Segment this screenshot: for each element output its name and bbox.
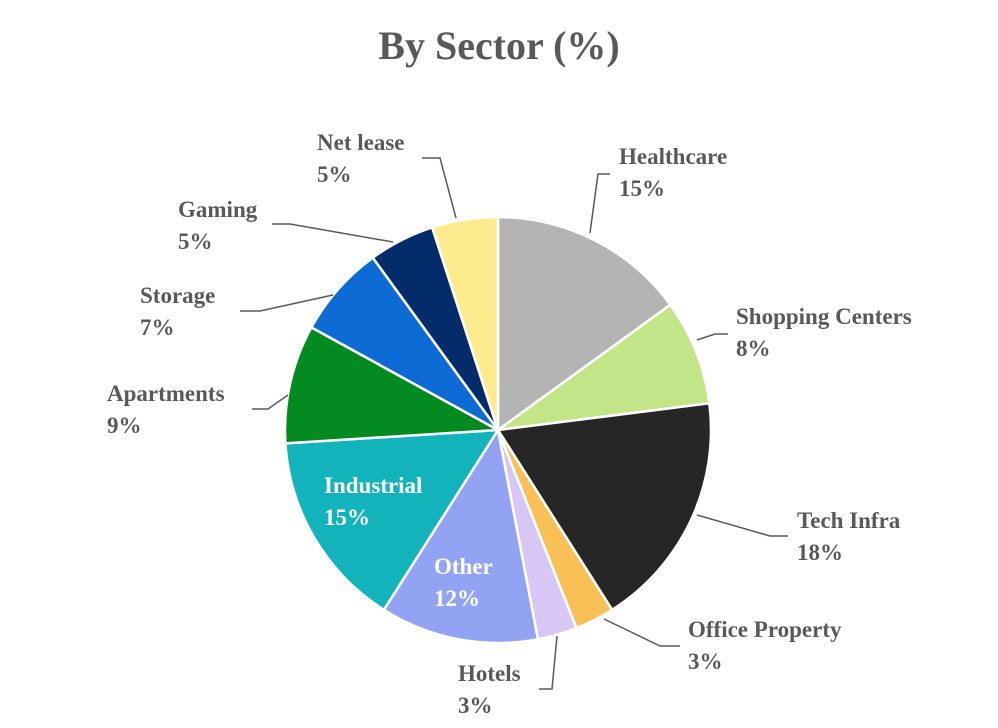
slice-label-office-property: Office Property 3% xyxy=(688,617,842,674)
slice-label-hotels: Hotels 3% xyxy=(458,661,521,718)
slice-value-healthcare: 15% xyxy=(619,176,665,201)
slice-value-tech-infra: 18% xyxy=(797,540,843,565)
slice-name-net-lease: Net lease xyxy=(317,130,405,155)
slice-label-industrial: Industrial 15% xyxy=(324,473,422,530)
slice-name-healthcare: Healthcare xyxy=(619,144,727,169)
pie-slice-shopping-centers xyxy=(497,303,711,432)
leader-line-healthcare xyxy=(589,173,610,234)
leader-line-apartments xyxy=(252,394,289,410)
leader-line-hotels xyxy=(539,635,558,690)
leader-line-storage xyxy=(240,294,334,312)
pie-slice-industrial xyxy=(284,428,501,612)
slice-name-gaming: Gaming xyxy=(178,197,258,222)
slice-name-storage: Storage xyxy=(140,283,215,308)
leader-line-gaming xyxy=(272,223,394,243)
slice-name-apartments: Apartments xyxy=(107,381,225,406)
pie-slice-other xyxy=(382,426,540,645)
slice-value-industrial: 15% xyxy=(324,505,370,530)
pie-slice-apartments xyxy=(283,325,503,445)
slice-label-gaming: Gaming 5% xyxy=(178,197,258,254)
leader-line-office-property xyxy=(603,618,680,647)
slice-name-shopping-centers: Shopping Centers xyxy=(736,304,912,329)
pie-slice-healthcare xyxy=(496,215,673,433)
slice-value-net-lease: 5% xyxy=(317,162,352,187)
chart-title: By Sector (%) xyxy=(378,23,620,68)
pie-slice-tech-infra xyxy=(495,401,713,612)
slice-name-tech-infra: Tech Infra xyxy=(797,508,901,533)
slice-value-office-property: 3% xyxy=(688,649,723,674)
slice-label-shopping-centers: Shopping Centers 8% xyxy=(736,304,912,361)
slice-value-shopping-centers: 8% xyxy=(736,336,771,361)
slice-label-healthcare: Healthcare 15% xyxy=(619,144,727,201)
slice-name-hotels: Hotels xyxy=(458,661,521,686)
slice-label-apartments: Apartments 9% xyxy=(107,381,225,438)
leader-line-net-lease xyxy=(422,157,457,219)
slice-value-apartments: 9% xyxy=(107,413,142,438)
slice-label-tech-infra: Tech Infra 18% xyxy=(797,508,901,565)
slice-label-storage: Storage 7% xyxy=(140,283,215,340)
slice-name-office-property: Office Property xyxy=(688,617,842,642)
slice-value-other: 12% xyxy=(434,586,480,611)
pie-slice-net-lease xyxy=(430,215,500,431)
leader-line-tech-infra xyxy=(696,514,788,537)
slice-label-other: Other 12% xyxy=(434,554,493,611)
slice-value-gaming: 5% xyxy=(178,229,213,254)
leader-line-shopping-centers xyxy=(696,333,728,341)
slice-value-storage: 7% xyxy=(140,315,175,340)
slice-label-net-lease: Net lease 5% xyxy=(317,130,405,187)
slice-name-industrial: Industrial xyxy=(324,473,422,498)
slice-name-other: Other xyxy=(434,554,493,579)
slice-value-hotels: 3% xyxy=(458,693,493,718)
